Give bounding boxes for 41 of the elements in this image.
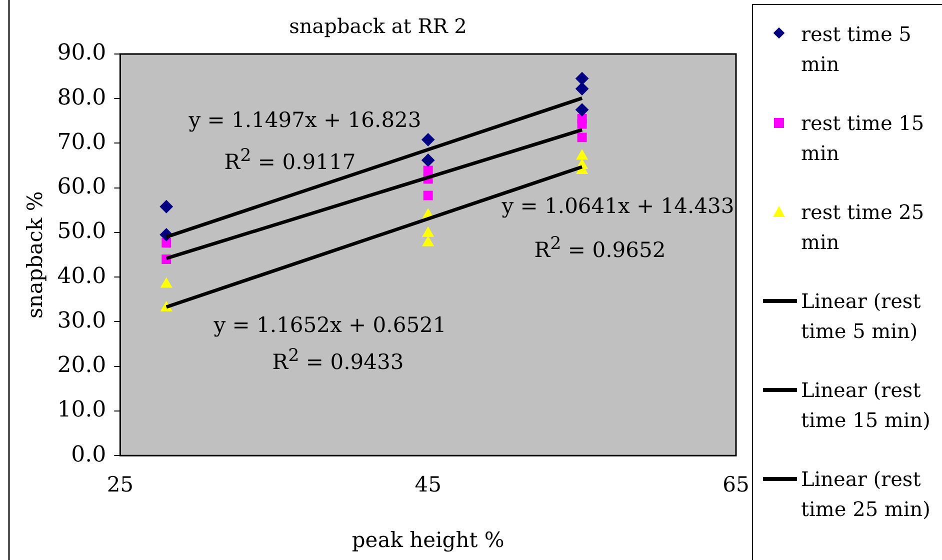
point	[577, 132, 587, 142]
x-axis-title: peak height %	[352, 528, 504, 552]
x-tick-label: 45	[414, 472, 442, 497]
chart-title: snapback at RR 2	[289, 14, 467, 38]
annotation: y = 1.1497x + 16.823	[188, 108, 422, 132]
annotation: y = 1.0641x + 14.433	[502, 194, 734, 218]
point	[576, 72, 589, 86]
annotation: R$^{2}$ = 0.9652	[534, 234, 666, 262]
point	[422, 154, 435, 167]
point	[576, 82, 589, 96]
legend-label: rest time 15 min	[801, 110, 926, 167]
legend-label: rest time 5 min	[801, 21, 912, 78]
y-tick-label: 50.0	[57, 219, 106, 244]
y-tick-label: 30.0	[57, 308, 106, 334]
y-tick-label: 90.0	[57, 40, 106, 66]
x-tick-label: 65	[722, 472, 750, 497]
annotation: R$^{2}$ = 0.9117	[224, 146, 356, 174]
point	[422, 236, 434, 246]
y-tick-label: 20.0	[57, 353, 106, 378]
y-tick-label: 40.0	[57, 264, 106, 289]
point	[160, 200, 173, 214]
legend-label: Linear (rest time 25 min)	[801, 466, 932, 523]
point	[422, 133, 435, 146]
x-tick-label: 25	[106, 472, 134, 497]
legend-label: rest time 25 min	[801, 199, 926, 256]
point	[576, 150, 588, 160]
y-tick-label: 80.0	[57, 85, 106, 110]
y-tick-label: 0.0	[71, 442, 106, 468]
legend-label: Linear (rest time 5 min)	[801, 288, 922, 345]
annotation: y = 1.1652x + 0.6521	[214, 313, 446, 337]
point	[160, 278, 172, 288]
legend-label: Linear (rest time 15 min)	[801, 377, 932, 434]
point	[423, 190, 433, 200]
y-axis-title: snapback %	[23, 191, 48, 318]
point	[576, 103, 589, 116]
point	[577, 119, 587, 129]
point	[422, 226, 434, 237]
y-tick-label: 10.0	[57, 398, 106, 423]
y-tick-label: 70.0	[57, 130, 106, 155]
y-tick-label: 60.0	[57, 174, 106, 200]
annotation: R$^{2}$ = 0.9433	[272, 346, 404, 374]
